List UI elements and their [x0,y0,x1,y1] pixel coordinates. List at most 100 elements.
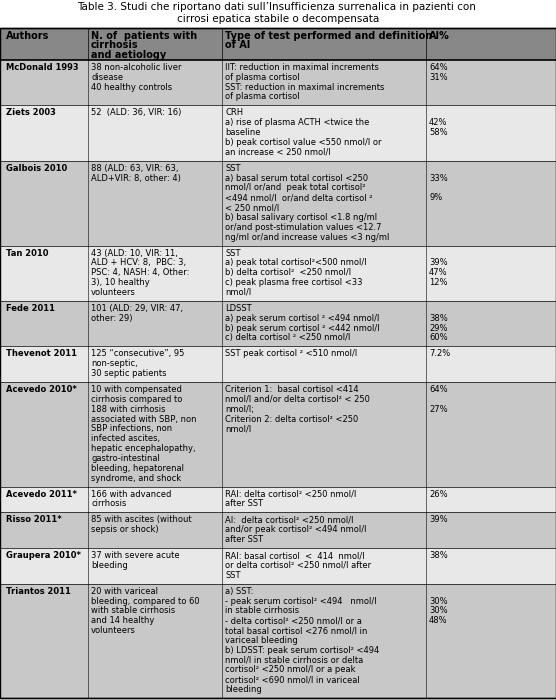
Text: Risso 2011*: Risso 2011* [6,515,62,524]
Text: Criterion 1:  basal cortisol <414: Criterion 1: basal cortisol <414 [225,385,359,394]
Text: cortisol² <690 nmol/l in variceal: cortisol² <690 nmol/l in variceal [225,675,360,684]
Bar [0,548,556,584]
Text: ALD+VIR: 8, other: 4): ALD+VIR: 8, other: 4) [91,174,181,183]
Text: cortisol² <250 nmol/l or a peak: cortisol² <250 nmol/l or a peak [225,665,355,674]
Text: Authors: Authors [6,31,49,41]
Text: 30%: 30% [429,596,448,606]
Text: bleeding: bleeding [225,685,262,694]
Bar [0,301,556,346]
Bar [0,346,556,382]
Text: 38%: 38% [429,551,448,560]
Text: a) SST:: a) SST: [225,587,254,596]
Text: after SST: after SST [225,535,263,544]
Text: 166 with advanced: 166 with advanced [91,489,171,498]
Text: 33%: 33% [429,174,448,183]
Text: nmol/l in stable cirrhosis or delta: nmol/l in stable cirrhosis or delta [225,655,363,664]
Text: disease: disease [91,73,123,82]
Text: infected ascites,: infected ascites, [91,434,160,443]
Text: other: 29): other: 29) [91,314,132,323]
Text: 7.2%: 7.2% [429,349,450,358]
Text: or/and post-stimulation values <12.7: or/and post-stimulation values <12.7 [225,223,381,232]
Text: c) peak plasma free cortisol <33: c) peak plasma free cortisol <33 [225,278,363,287]
Text: 27%: 27% [429,405,448,414]
Text: 42%: 42% [429,118,448,127]
Bar [0,60,556,106]
Text: an increase < 250 nmol/l: an increase < 250 nmol/l [225,148,331,157]
Text: 3), 10 healthy: 3), 10 healthy [91,278,150,287]
Text: 20 with variceal: 20 with variceal [91,587,158,596]
Text: a) peak total cortisol²<500 nmol/l: a) peak total cortisol²<500 nmol/l [225,258,366,267]
Text: b) basal salivary cortisol <1.8 ng/ml: b) basal salivary cortisol <1.8 ng/ml [225,213,377,222]
Bar [0,106,556,161]
Text: and aetiology: and aetiology [91,50,166,60]
Text: a) basal serum total cortisol <250: a) basal serum total cortisol <250 [225,174,368,183]
Bar [0,382,556,486]
Text: RAI: basal cortisol  <  414  nmol/l: RAI: basal cortisol < 414 nmol/l [225,551,365,560]
Text: 188 with cirrhosis: 188 with cirrhosis [91,405,166,414]
Text: nmol/l: nmol/l [225,288,251,297]
Text: - peak serum cortisol² <494   nmol/l: - peak serum cortisol² <494 nmol/l [225,596,376,606]
Text: hepatic encephalopathy,: hepatic encephalopathy, [91,444,196,453]
Text: SST: SST [225,570,241,580]
Text: SST: SST [225,248,241,258]
Text: a) rise of plasma ACTH <twice the: a) rise of plasma ACTH <twice the [225,118,369,127]
Bar [0,246,556,301]
Text: b) LDSST: peak serum cortisol² <494: b) LDSST: peak serum cortisol² <494 [225,645,379,654]
Text: LDSST: LDSST [225,304,252,313]
Bar [0,584,556,698]
Text: nmol/l or/and  peak total cortisol²: nmol/l or/and peak total cortisol² [225,183,365,192]
Text: SST peak cortisol ² <510 nmol/l: SST peak cortisol ² <510 nmol/l [225,349,358,358]
Text: a) peak serum cortisol ² <494 nmol/l: a) peak serum cortisol ² <494 nmol/l [225,314,379,323]
Text: volunteers: volunteers [91,626,136,635]
Text: CRH: CRH [225,108,243,118]
Text: variceal bleeding: variceal bleeding [225,636,298,645]
Text: 85 with ascites (without: 85 with ascites (without [91,515,192,524]
Text: <494 nmol/l  or/and delta cortisol ²: <494 nmol/l or/and delta cortisol ² [225,193,373,202]
Text: 58%: 58% [429,128,448,137]
Text: baseline: baseline [225,128,261,137]
Text: or delta cortisol² <250 nmol/l after: or delta cortisol² <250 nmol/l after [225,561,371,570]
Text: 39%: 39% [429,258,448,267]
Text: associated with SBP, non: associated with SBP, non [91,414,196,424]
Text: N. of  patients with: N. of patients with [91,31,197,41]
Text: 64%: 64% [429,63,448,72]
Text: Thevenot 2011: Thevenot 2011 [6,349,77,358]
Text: 40 healthy controls: 40 healthy controls [91,83,172,92]
Text: ALD + HCV: 8,  PBC: 3,: ALD + HCV: 8, PBC: 3, [91,258,186,267]
Text: of AI: of AI [225,41,250,50]
Text: Type of test performed and definition: Type of test performed and definition [225,31,432,41]
Text: 30 septic patients: 30 septic patients [91,369,166,378]
Text: Triantos 2011: Triantos 2011 [6,587,71,596]
Text: 39%: 39% [429,515,448,524]
Text: SST: SST [225,164,241,173]
Text: 52  (ALD: 36, VIR: 16): 52 (ALD: 36, VIR: 16) [91,108,181,118]
Text: Acevedo 2011*: Acevedo 2011* [6,489,77,498]
Text: b) peak cortisol value <550 nmol/l or: b) peak cortisol value <550 nmol/l or [225,138,381,147]
Text: of plasma cortisol: of plasma cortisol [225,92,300,102]
Text: 43 (ALD: 10, VIR: 11,: 43 (ALD: 10, VIR: 11, [91,248,178,258]
Text: nmol/l and/or delta cortisol² < 250: nmol/l and/or delta cortisol² < 250 [225,395,370,404]
Text: McDonald 1993: McDonald 1993 [6,63,78,72]
Text: - delta cortisol² <250 nmol/l or a: - delta cortisol² <250 nmol/l or a [225,616,362,625]
Bar [0,28,556,60]
Text: Fede 2011: Fede 2011 [6,304,55,313]
Text: sepsis or shock): sepsis or shock) [91,525,158,534]
Text: 60%: 60% [429,333,448,342]
Text: Criterion 2: delta cortisol² <250: Criterion 2: delta cortisol² <250 [225,414,358,424]
Text: with stable cirrhosis: with stable cirrhosis [91,606,175,615]
Text: syndrome, and shock: syndrome, and shock [91,473,181,482]
Text: 9%: 9% [429,193,442,202]
Text: bleeding, hepatorenal: bleeding, hepatorenal [91,463,184,473]
Text: non-septic,: non-septic, [91,359,138,368]
Text: 30%: 30% [429,606,448,615]
Text: 12%: 12% [429,278,448,287]
Text: 48%: 48% [429,616,448,625]
Bar [0,486,556,512]
Text: cirrhosis compared to: cirrhosis compared to [91,395,182,404]
Text: gastro-intestinal: gastro-intestinal [91,454,160,463]
Text: RAI: delta cortisol² <250 nmol/l: RAI: delta cortisol² <250 nmol/l [225,489,356,498]
Text: 37 with severe acute: 37 with severe acute [91,551,180,560]
Text: 64%: 64% [429,385,448,394]
Text: after SST: after SST [225,499,263,508]
Text: and 14 healthy: and 14 healthy [91,616,155,625]
